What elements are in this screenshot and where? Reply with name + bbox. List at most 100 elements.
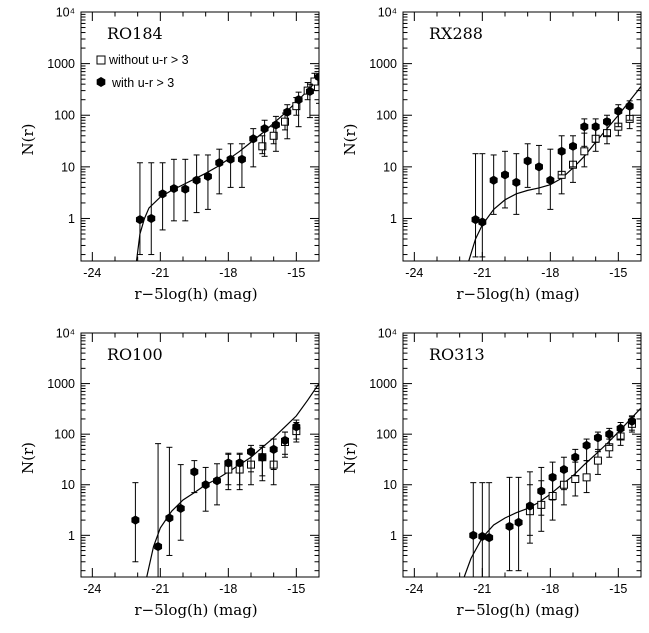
x-tick-label: -18 xyxy=(219,266,237,280)
y-tick-label: 10 xyxy=(61,160,75,174)
x-axis-label: r−5log(h) (mag) xyxy=(134,601,257,619)
panel-ro313: -24 -21 -18 -15 1 10 100 1000 10⁴ r−5log(h) (mag)… xyxy=(341,327,641,620)
panel-title: RO100 xyxy=(107,345,163,364)
point-filled-hexagon xyxy=(478,532,486,541)
point-filled-hexagon xyxy=(569,142,577,151)
y-tick-label: 10⁴ xyxy=(378,327,397,341)
x-tick-label: -24 xyxy=(83,266,101,280)
point-filled-hexagon xyxy=(580,122,588,131)
plot-frame xyxy=(81,12,319,261)
point-filled-hexagon xyxy=(165,513,173,522)
y-tick-label: 1 xyxy=(390,529,397,543)
fit-curve xyxy=(147,384,319,577)
x-tick-label: -24 xyxy=(83,582,101,596)
legend-marker-filled-hexagon xyxy=(97,77,106,87)
y-tick-label: 100 xyxy=(54,428,75,442)
point-filled-hexagon xyxy=(170,184,178,193)
panel-title: RO184 xyxy=(107,24,163,43)
point-filled-hexagon xyxy=(147,214,155,223)
x-tick-label: -24 xyxy=(405,266,423,280)
y-tick-label: 10 xyxy=(383,160,397,174)
point-filled-hexagon xyxy=(501,170,509,179)
fit-curve xyxy=(137,78,319,261)
legend-label: with u-r > 3 xyxy=(111,76,174,90)
y-tick-label: 1000 xyxy=(369,377,397,391)
y-axis-label: N(r) xyxy=(19,442,37,474)
panel-rx288: -24 -21 -18 -15 1 10 100 1000 10⁴ r−5log(h) (mag)… xyxy=(341,6,641,304)
point-filled-hexagon xyxy=(478,218,486,227)
point-filled-hexagon xyxy=(583,441,591,450)
x-axis-label: r−5log(h) (mag) xyxy=(456,285,579,303)
point-filled-hexagon xyxy=(485,533,493,542)
legend-label: without u-r > 3 xyxy=(108,53,189,67)
x-tick-label: -15 xyxy=(287,582,305,596)
y-tick-label: 10 xyxy=(61,478,75,492)
legend: without u-r > 3 with u-r > 3 xyxy=(97,53,189,90)
point-filled-hexagon xyxy=(537,486,545,495)
point-filled-hexagon xyxy=(469,531,477,540)
x-tick-label: -21 xyxy=(151,266,169,280)
x-tick-label: -18 xyxy=(541,582,559,596)
point-filled-hexagon xyxy=(592,122,600,131)
y-tick-label: 1 xyxy=(68,212,75,226)
data-layer xyxy=(131,384,319,577)
y-tick-label: 100 xyxy=(376,428,397,442)
y-tick-label: 1000 xyxy=(47,377,75,391)
y-tick-label: 1000 xyxy=(369,57,397,71)
point-open-square xyxy=(583,474,590,481)
point-filled-hexagon xyxy=(490,176,498,185)
point-open-square xyxy=(572,475,579,482)
x-tick-label: -24 xyxy=(405,582,423,596)
y-tick-label: 100 xyxy=(54,109,75,123)
point-open-square xyxy=(594,457,601,464)
point-filled-hexagon xyxy=(215,158,223,167)
point-filled-hexagon xyxy=(272,120,280,129)
point-filled-hexagon xyxy=(594,433,602,442)
legend-marker-open-square xyxy=(97,56,105,64)
x-axis-label: r−5log(h) (mag) xyxy=(456,601,579,619)
point-open-square xyxy=(581,148,588,155)
y-tick-label: 10⁴ xyxy=(378,6,397,20)
point-filled-hexagon xyxy=(261,124,269,133)
x-tick-label: -21 xyxy=(473,266,491,280)
data-layer xyxy=(464,408,641,577)
y-tick-label: 10 xyxy=(383,478,397,492)
point-filled-hexagon xyxy=(605,430,613,439)
point-filled-hexagon xyxy=(512,178,520,187)
point-filled-hexagon xyxy=(571,453,579,462)
point-filled-hexagon xyxy=(617,424,625,433)
point-filled-hexagon xyxy=(238,155,246,164)
point-filled-hexagon xyxy=(472,215,480,224)
y-axis-label: N(r) xyxy=(19,124,37,156)
x-tick-label: -21 xyxy=(473,582,491,596)
panel-ro100: -24 -21 -18 -15 1 10 100 1000 10⁴ r−5log(h) (mag)… xyxy=(19,327,319,620)
x-tick-label: -18 xyxy=(541,266,559,280)
point-filled-hexagon xyxy=(515,518,523,527)
point-filled-hexagon xyxy=(270,445,278,454)
x-axis-label: r−5log(h) (mag) xyxy=(134,285,257,303)
panel-title: RO313 xyxy=(429,345,485,364)
data-layer xyxy=(469,87,641,261)
y-tick-label: 10⁴ xyxy=(56,6,75,20)
y-axis-label: N(r) xyxy=(341,442,359,474)
y-tick-label: 1000 xyxy=(47,57,75,71)
panel-title: RX288 xyxy=(429,24,483,43)
point-filled-hexagon xyxy=(131,516,139,525)
point-filled-hexagon xyxy=(181,185,189,194)
y-tick-label: 100 xyxy=(376,109,397,123)
point-filled-hexagon xyxy=(626,102,634,111)
point-filled-hexagon xyxy=(202,480,210,489)
data-layer xyxy=(136,69,323,261)
x-tick-label: -15 xyxy=(287,266,305,280)
y-tick-label: 1 xyxy=(390,212,397,226)
plot-frame xyxy=(403,333,641,577)
y-tick-label: 10⁴ xyxy=(56,327,75,341)
y-axis-label: N(r) xyxy=(341,124,359,156)
point-filled-hexagon xyxy=(506,522,514,531)
point-filled-hexagon xyxy=(614,107,622,116)
plot-frame xyxy=(81,333,319,577)
point-filled-hexagon xyxy=(560,465,568,474)
point-filled-hexagon xyxy=(535,162,543,171)
y-tick-label: 1 xyxy=(68,529,75,543)
